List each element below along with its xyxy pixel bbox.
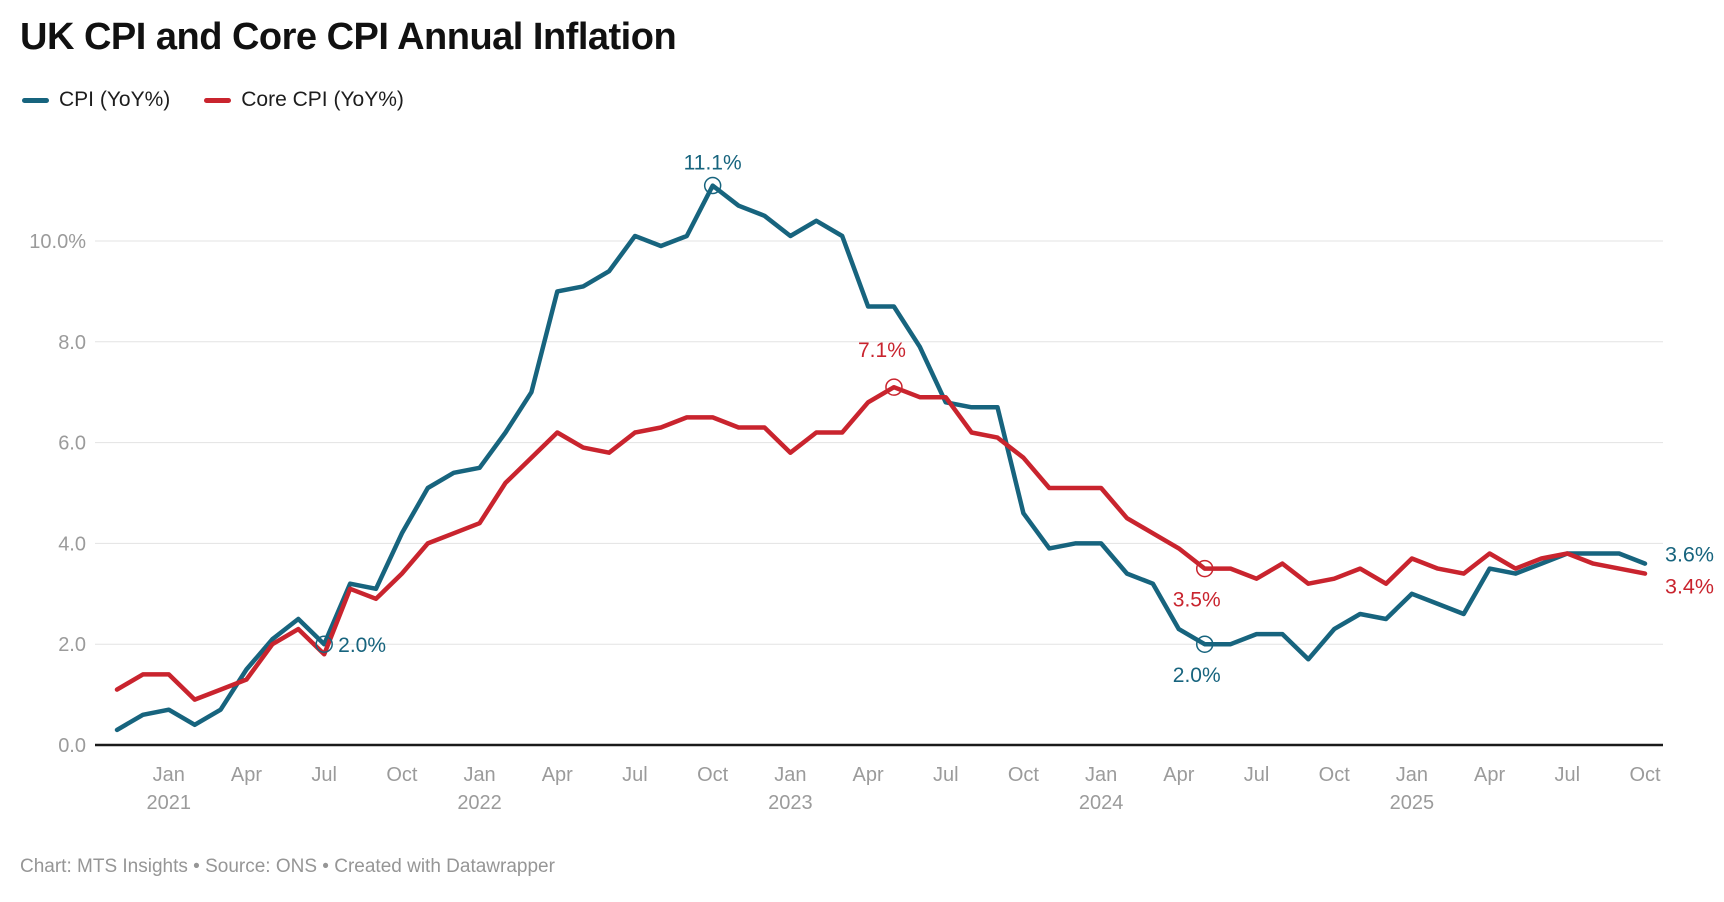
y-tick-label: 8.0 [58, 332, 86, 354]
x-tick-year-label: 2025 [1390, 792, 1435, 814]
chart-title: UK CPI and Core CPI Annual Inflation [20, 16, 677, 58]
cpi-end-label: 3.6% [1665, 543, 1714, 567]
x-tick-label: Jul [622, 764, 648, 786]
x-tick-label: Jan [153, 764, 185, 786]
x-tick-label: Jul [1244, 764, 1270, 786]
legend: CPI (YoY%) Core CPI (YoY%) [22, 88, 404, 112]
x-tick-label: Jan [463, 764, 495, 786]
legend-label: CPI (YoY%) [59, 88, 171, 111]
x-tick-label: Apr [542, 764, 573, 786]
data-point-marker [1195, 559, 1214, 578]
x-tick-label: Oct [386, 764, 418, 786]
data-point-marker [703, 176, 722, 195]
x-tick-label: Apr [852, 764, 883, 786]
x-tick-label: Apr [1163, 764, 1194, 786]
x-tick-label: Jan [774, 764, 806, 786]
core-cpi-end-label: 3.4% [1665, 575, 1714, 599]
data-point-marker [1195, 635, 1214, 653]
x-tick-label: Oct [697, 764, 729, 786]
annotation-label: 11.1% [684, 152, 742, 175]
y-tick-label: 4.0 [58, 533, 86, 555]
x-tick-label: Oct [1319, 764, 1351, 786]
data-point-marker [885, 378, 903, 396]
x-tick-label: Oct [1629, 764, 1661, 786]
x-tick-year-label: 2023 [768, 792, 813, 814]
cpi-legend-swatch-icon [22, 97, 49, 103]
line-chart-plot: 0.0 2.0 4.0 6.0 8.0 10.0% Jan 2021 Apr Jul Oct Jan 2… [29, 152, 1714, 814]
annotation-label: 2.0% [338, 634, 386, 657]
x-tick-label: Jan [1396, 764, 1428, 786]
y-tick-label: 10.0% [29, 231, 86, 253]
annotation-label: 2.0% [1173, 664, 1221, 687]
x-tick-label: Jul [311, 764, 337, 786]
x-tick-label: Jan [1085, 764, 1117, 786]
x-tick-label: Jul [1555, 764, 1581, 786]
x-tick-year-label: 2021 [147, 792, 192, 814]
legend-item-cpi: CPI (YoY%) [22, 88, 170, 112]
annotation-label: 7.1% [858, 339, 906, 362]
legend-item-core-cpi: Core CPI (YoY%) [204, 88, 404, 112]
x-tick-label: Jul [933, 764, 959, 786]
chart-footer: Chart: MTS Insights • Source: ONS • Crea… [20, 856, 555, 877]
cpi-line [114, 183, 1648, 733]
x-tick-year-label: 2022 [457, 792, 502, 814]
x-tick-year-label: 2024 [1079, 792, 1124, 814]
core-cpi-legend-swatch-icon [204, 97, 232, 103]
y-tick-label: 6.0 [58, 433, 86, 455]
data-point-marker [315, 635, 333, 653]
y-tick-label: 2.0 [58, 634, 86, 656]
y-tick-label: 0.0 [58, 735, 86, 757]
legend-label: Core CPI (YoY%) [241, 88, 404, 111]
x-tick-label: Oct [1008, 764, 1040, 786]
core-cpi-line [114, 384, 1648, 702]
x-tick-label: Apr [1474, 764, 1505, 786]
x-tick-label: Apr [231, 764, 262, 786]
annotation-label: 3.5% [1173, 589, 1221, 612]
